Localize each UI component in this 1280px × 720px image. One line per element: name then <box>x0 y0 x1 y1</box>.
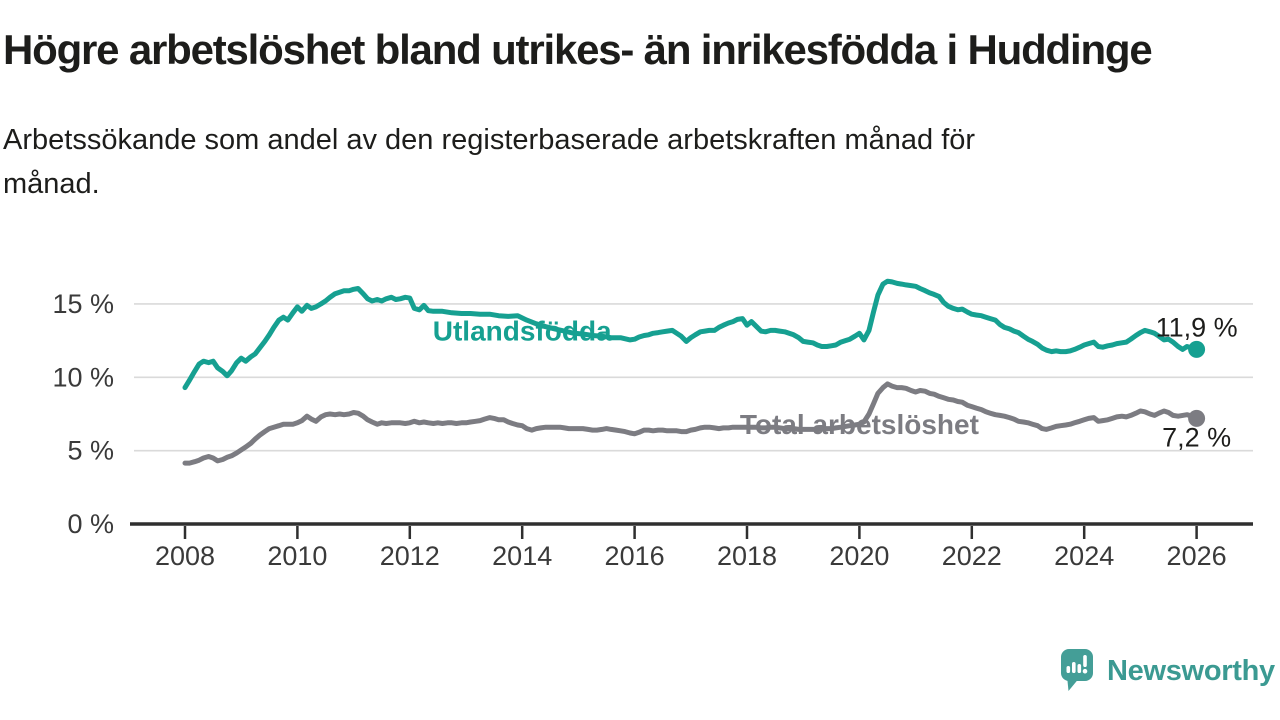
x-axis-tick-label: 2016 <box>605 541 665 571</box>
x-axis-tick-label: 2024 <box>1054 541 1114 571</box>
newsworthy-logo: Newsworthy <box>1060 648 1275 694</box>
newsworthy-logo-icon <box>1061 649 1093 691</box>
series-end-dot-total-arbetsloshet <box>1188 409 1206 427</box>
x-axis-tick-label: 2012 <box>380 541 440 571</box>
series-label-total-arbetsloshet: Total arbetslöshet <box>740 409 979 440</box>
x-axis-tick-label: 2026 <box>1167 541 1227 571</box>
series-end-dot-utlandsfodda <box>1188 340 1206 358</box>
newsworthy-logo-text: Newsworthy <box>1107 654 1275 687</box>
y-axis-label: 10 % <box>52 362 114 392</box>
x-axis-tick-label: 2014 <box>492 541 552 571</box>
page-title: Högre arbetslöshet bland utrikes- än inr… <box>3 26 1153 73</box>
x-axis-tick-label: 2020 <box>829 541 889 571</box>
series-line-utlandsfodda <box>182 278 1200 391</box>
x-axis-tick-label: 2022 <box>942 541 1002 571</box>
y-axis-label: 15 % <box>52 289 114 319</box>
y-axis-label: 0 % <box>67 509 114 539</box>
subtitle-line-2: månad. <box>3 168 100 200</box>
x-axis-tick-label: 2010 <box>267 541 327 571</box>
chart-subtitle: Arbetssökande som andel av den registerb… <box>3 118 975 206</box>
series-label-utlandsfodda: Utlandsfödda <box>433 315 612 346</box>
series-end-value-utlandsfodda: 11,9 % <box>1156 312 1238 342</box>
series-line-total-arbetsloshet <box>182 381 1200 466</box>
x-axis-tick-label: 2008 <box>155 541 215 571</box>
series-end-value-total-arbetsloshet: 7,2 % <box>1162 422 1231 452</box>
x-axis-tick-label: 2018 <box>717 541 777 571</box>
subtitle-line-1: Arbetssökande som andel av den registerb… <box>3 124 976 156</box>
y-axis-label: 5 % <box>67 436 114 466</box>
